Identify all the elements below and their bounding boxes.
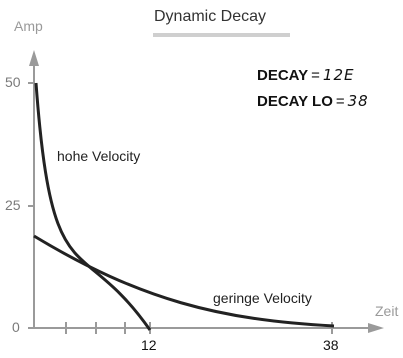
title-underline [153,33,290,37]
y-tick-label-25: 25 [5,197,21,213]
decay-lo-key: DECAY LO [257,93,333,110]
label-low-velocity: geringe Velocity [213,290,312,306]
y-tick-label-50: 50 [5,74,21,90]
x-axis-label: Zeit [375,303,399,319]
curve-high-velocity [34,82,152,331]
decay-param: DECAY = 12E [257,66,354,84]
decay-key: DECAY [257,67,309,84]
label-high-velocity: hohe Velocity [57,148,141,164]
x-axis-arrow [368,323,384,333]
y-tick-label-0: 0 [12,319,20,335]
curve-low-velocity [33,234,335,328]
x-tick-label-12: 12 [141,337,157,353]
decay-lo-equals: = [335,93,345,110]
decay-lo-param: DECAY LO = 38 [257,92,369,110]
diagram-title: Dynamic Decay [154,8,267,25]
x-tick-label-38: 38 [323,337,339,353]
decay-lo-value: 38 [347,92,369,110]
y-axis-label: Amp [14,18,43,34]
decay-equals: = [311,67,320,84]
y-axis-arrow [29,50,39,66]
decay-value: 12E [322,66,355,84]
